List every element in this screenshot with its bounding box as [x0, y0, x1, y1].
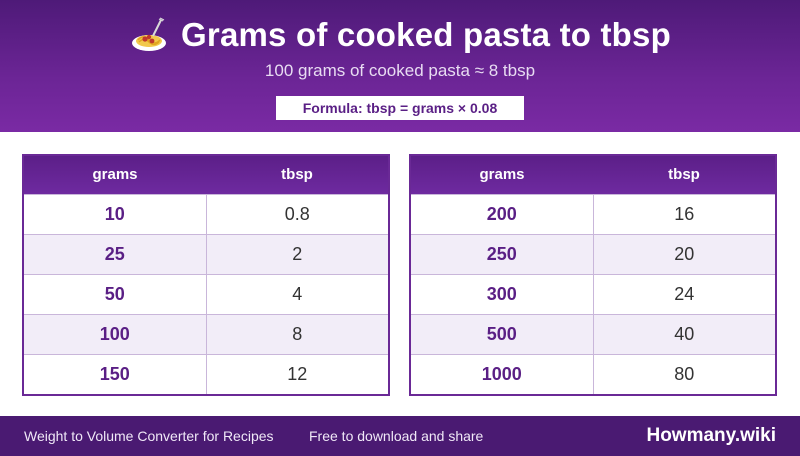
footer-note: Free to download and share	[309, 428, 484, 444]
table-row: 50 4	[24, 274, 388, 314]
footer-tagline: Weight to Volume Converter for Recipes	[24, 428, 274, 444]
header-banner: Grams of cooked pasta to tbsp 100 grams …	[0, 0, 800, 132]
tbsp-cell: 24	[674, 284, 695, 304]
tbsp-cell: 20	[674, 244, 695, 264]
table-row: 1000 80	[411, 354, 775, 394]
grams-cell: 250	[411, 235, 594, 274]
table-header: grams tbsp	[24, 156, 388, 194]
tbsp-cell: 16	[674, 204, 695, 224]
table-row: 500 40	[411, 314, 775, 354]
grams-cell: 150	[24, 355, 207, 394]
tbsp-cell: 40	[674, 324, 695, 344]
table-row: 250 20	[411, 234, 775, 274]
table-row: 25 2	[24, 234, 388, 274]
subtitle: 100 grams of cooked pasta ≈ 8 tbsp	[264, 61, 536, 80]
table-header: grams tbsp	[411, 156, 775, 194]
column-header-grams: grams	[92, 166, 138, 183]
grams-cell: 50	[24, 275, 207, 314]
footer-bar: Weight to Volume Converter for Recipes F…	[0, 416, 800, 456]
tbsp-cell: 8	[292, 324, 303, 344]
table-row: 100 8	[24, 314, 388, 354]
grams-cell: 100	[24, 315, 207, 354]
tbsp-cell: 2	[292, 244, 303, 264]
grams-cell: 300	[411, 275, 594, 314]
column-header-tbsp: tbsp	[668, 166, 700, 183]
spaghetti-icon	[129, 15, 169, 55]
conversion-table-right: grams tbsp 200 16 250 20 300 24 500 40 1…	[409, 154, 777, 396]
conversion-table-left: grams tbsp 10 0.8 25 2 50 4 100 8 150 12	[22, 154, 390, 396]
column-header-grams: grams	[479, 166, 525, 183]
grams-cell: 500	[411, 315, 594, 354]
title-row: Grams of cooked pasta to tbsp	[0, 12, 800, 58]
grams-cell: 25	[24, 235, 207, 274]
formula-badge: Formula: tbsp = grams × 0.08	[276, 96, 524, 120]
brand-logo-text[interactable]: Howmany.wiki	[646, 425, 776, 446]
grams-cell: 1000	[411, 355, 594, 394]
table-row: 150 12	[24, 354, 388, 394]
page-title: Grams of cooked pasta to tbsp	[181, 16, 671, 53]
table-row: 300 24	[411, 274, 775, 314]
table-row: 10 0.8	[24, 194, 388, 234]
tbsp-cell: 80	[674, 364, 695, 384]
grams-cell: 10	[24, 195, 207, 234]
column-header-tbsp: tbsp	[281, 166, 313, 183]
tbsp-cell: 12	[287, 364, 308, 384]
tbsp-cell: 4	[292, 284, 303, 304]
table-row: 200 16	[411, 194, 775, 234]
tbsp-cell: 0.8	[284, 204, 310, 224]
grams-cell: 200	[411, 195, 594, 234]
